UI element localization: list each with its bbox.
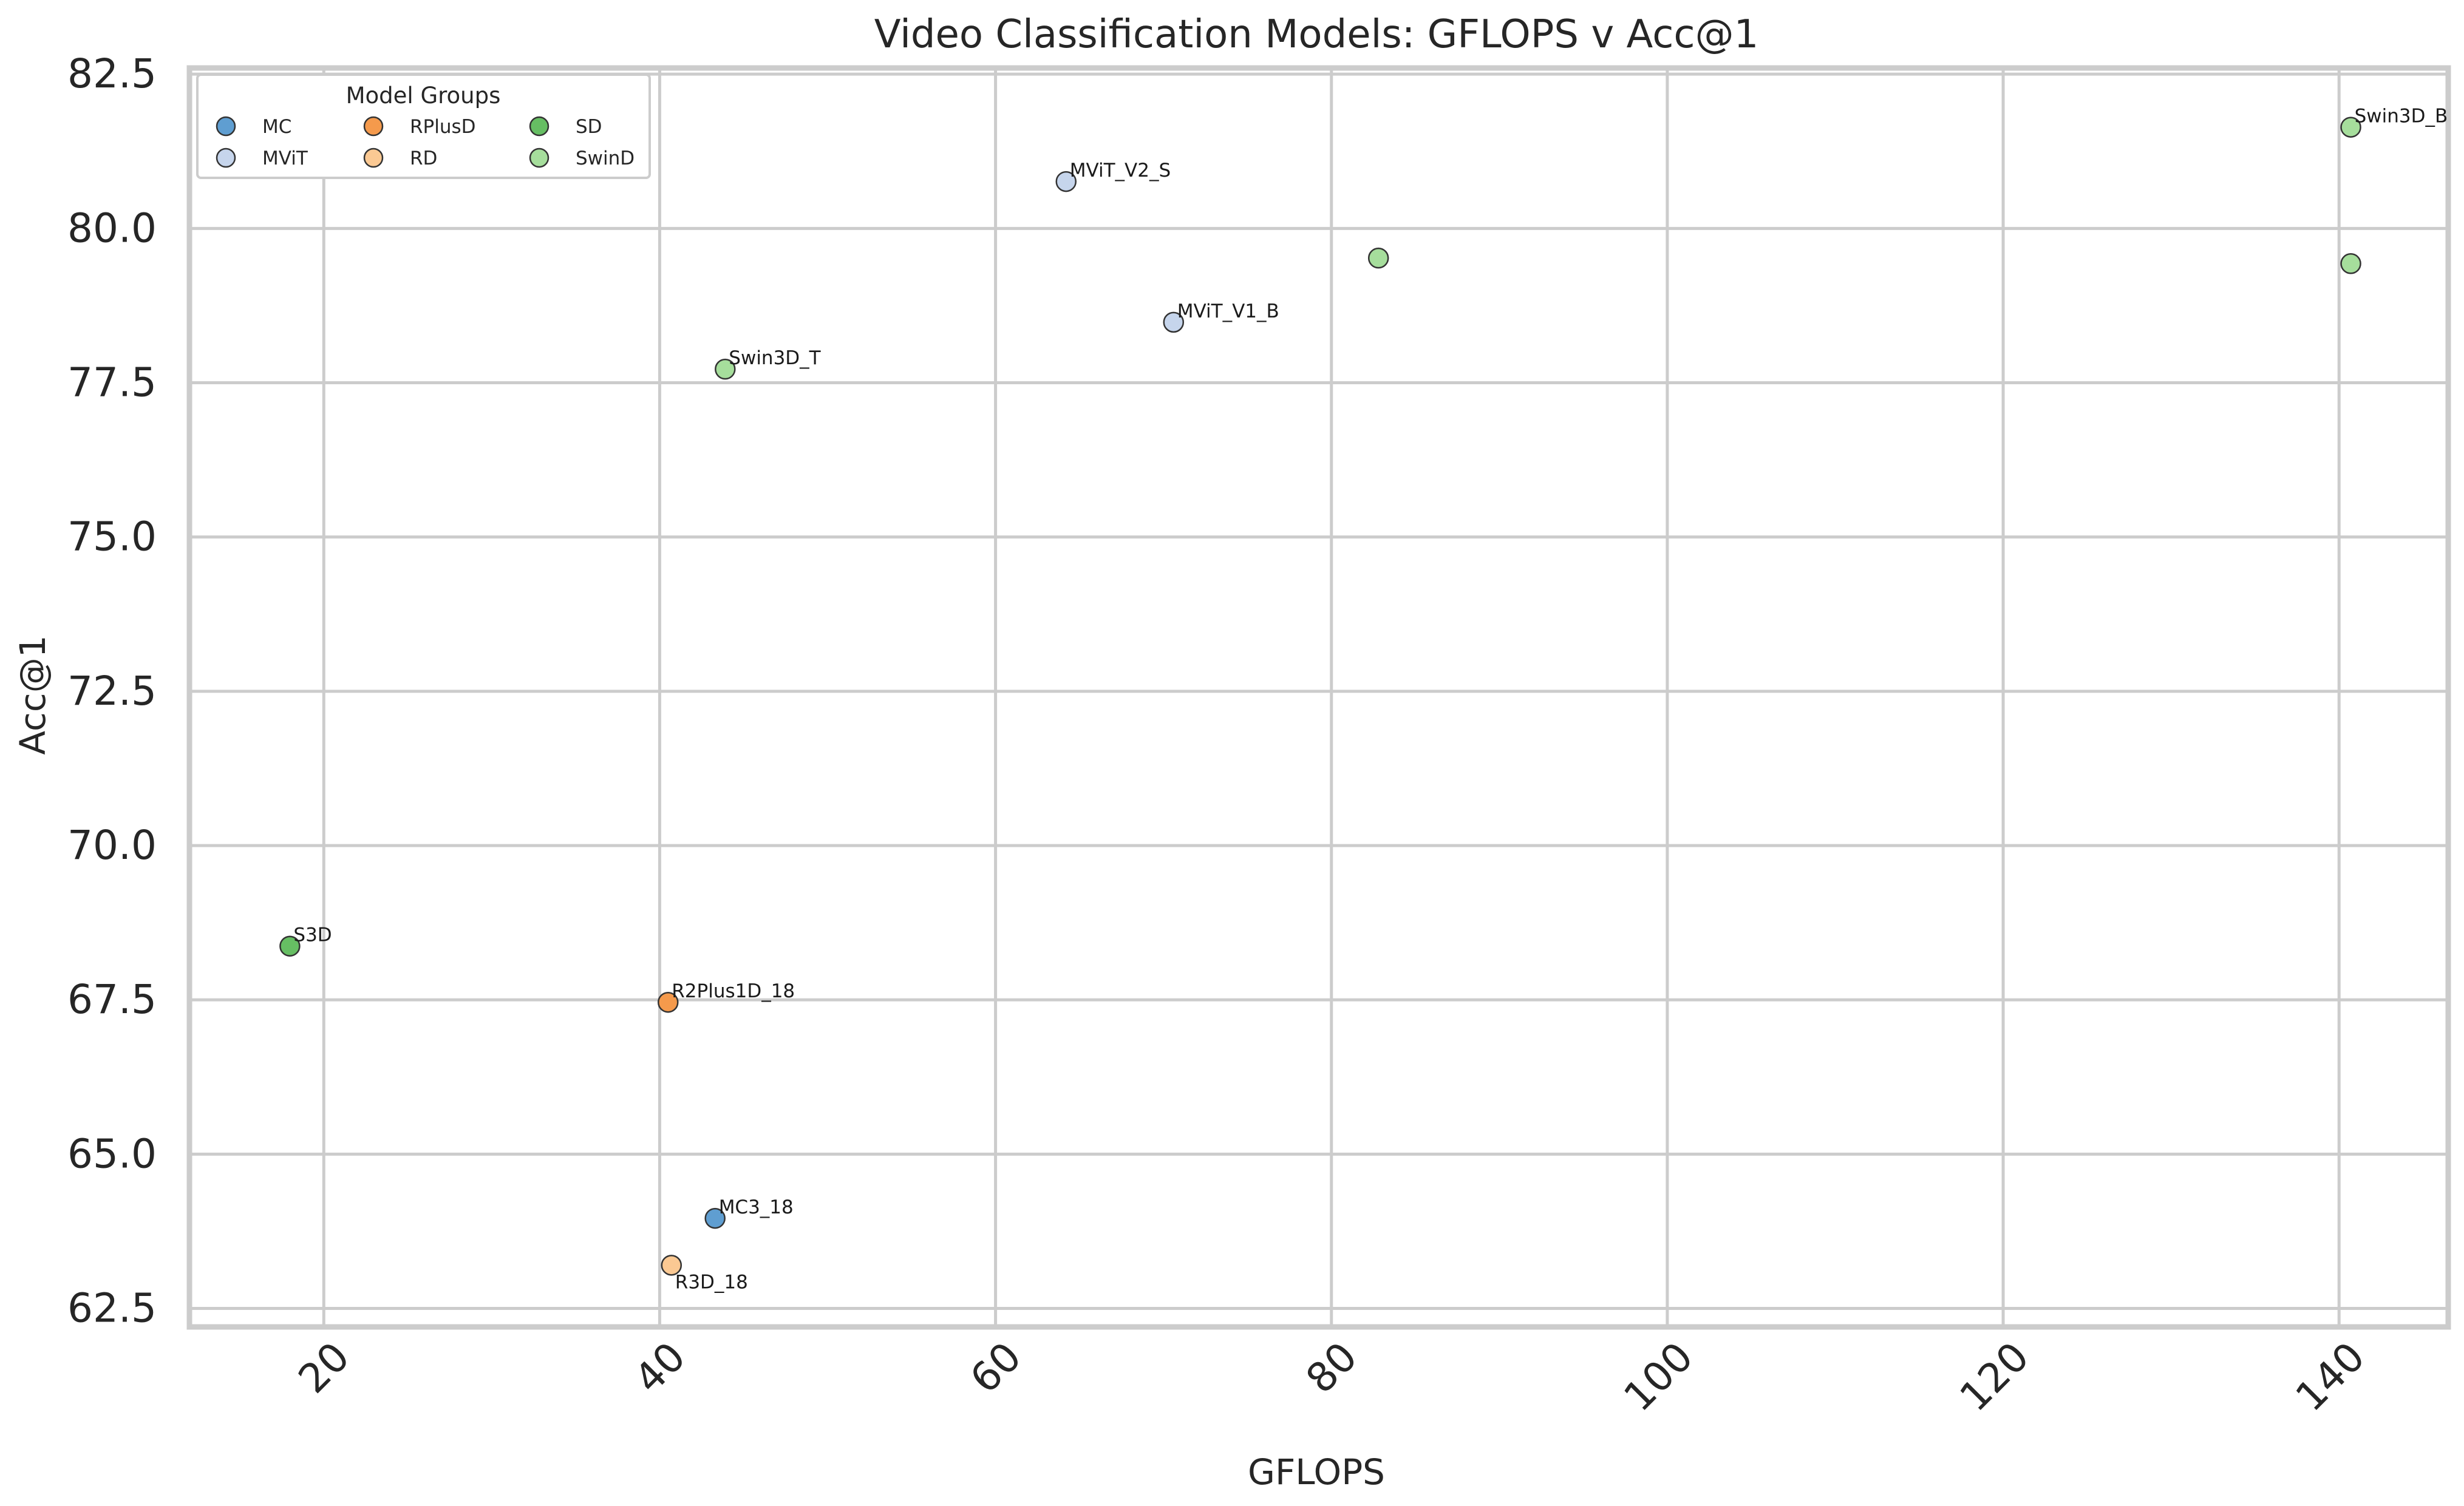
legend-label: SD [576, 116, 602, 138]
legend-label: RPlusD [410, 116, 476, 138]
y-axis-title: Acc@1 [12, 635, 53, 755]
data-point-swind [2340, 117, 2361, 138]
point-label: R2Plus1D_18 [672, 980, 795, 1002]
y-tick-label: 62.5 [67, 1285, 157, 1332]
point-label: MC3_18 [719, 1196, 794, 1218]
y-tick-label: 70.0 [67, 822, 157, 869]
data-point-swind [715, 358, 736, 380]
data-point-swind [1367, 247, 1389, 269]
y-tick-label: 67.5 [67, 976, 157, 1023]
legend-label: RD [410, 148, 437, 169]
data-point-mvit [1055, 171, 1077, 192]
point-label: R3D_18 [675, 1271, 748, 1293]
legend-title: Model Groups [346, 83, 501, 109]
point-label: S3D [293, 924, 332, 946]
plot-background [189, 68, 2448, 1327]
x-axis-title: GFLOPS [1248, 1451, 1385, 1493]
y-tick-label: 65.0 [67, 1130, 157, 1177]
plot-frame [186, 65, 2451, 1330]
legend-label: MViT [262, 148, 308, 169]
plot-area: 62.565.067.570.072.575.077.580.082.520 40… [67, 50, 2451, 1420]
legend-label: MC [262, 116, 291, 138]
legend-marker [529, 148, 550, 168]
data-point-swind [2340, 253, 2361, 274]
y-tick-label: 72.5 [67, 668, 157, 714]
legend-marker [216, 148, 236, 168]
y-tick-label: 75.0 [67, 514, 157, 560]
legend-label: SwinD [576, 148, 635, 169]
chart-title: Video Classification Models: GFLOPS v Ac… [874, 12, 1759, 57]
point-label: Swin3D_T [729, 347, 821, 369]
y-tick-label: 80.0 [67, 205, 157, 251]
point-label: MViT_V1_B [1177, 300, 1279, 322]
y-tick-label: 82.5 [67, 50, 157, 97]
legend: Model Groups MC MViT RPlusD RD SD SwinD [196, 73, 651, 179]
legend-marker [529, 116, 550, 137]
data-point-rplusd [658, 991, 679, 1013]
legend-marker [216, 116, 236, 137]
data-point-sd [279, 935, 301, 957]
y-tick-label: 77.5 [67, 359, 157, 406]
data-point-rd [661, 1255, 682, 1276]
point-label: Swin3D_B [2355, 106, 2448, 127]
data-point-mc [704, 1207, 726, 1229]
point-label: MViT_V2_S [1070, 160, 1171, 181]
legend-marker [363, 148, 384, 168]
legend-marker [363, 116, 384, 137]
data-point-mvit [1163, 311, 1185, 333]
